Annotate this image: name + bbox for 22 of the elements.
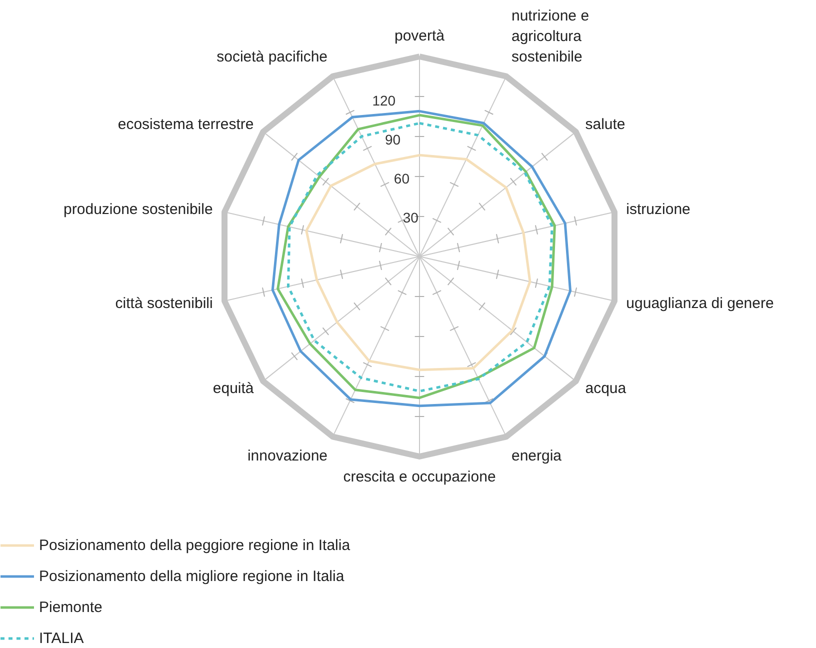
spoke-label: energia [511,448,562,465]
spoke-label: innovazione [247,448,328,465]
y-tick-label: 60 [394,170,410,187]
y-tick-label: 120 [372,92,396,109]
spoke-label: istruzione [626,200,690,218]
legend-label: Posizionamento della peggiore regione in Italia [39,536,350,554]
legend-label: Posizionamento della migliore regione in Italia [39,568,344,584]
y-tick-label: 90 [385,132,401,148]
spoke-label: equità [212,380,254,398]
spoke-label: produzione sostenibile [64,200,213,218]
spoke-label: uguaglianza di genere [626,295,774,312]
spoke-label: povertà [394,28,446,44]
spoke-label: acqua [585,380,627,398]
spoke-label: società pacifiche [216,48,328,66]
legend-label: ITALIA [39,630,84,646]
spoke-label: nutrizione e agricoltura sostenibile [511,8,590,66]
y-tick-label: 30 [402,210,419,226]
legend-label: Piemonte [39,598,102,616]
spoke-label: città sostenibili [115,295,213,312]
spoke-label: crescita e occupazione [343,468,496,486]
spoke-label: salute [585,116,626,133]
spoke-label: ecosistema terrestre [118,116,254,133]
